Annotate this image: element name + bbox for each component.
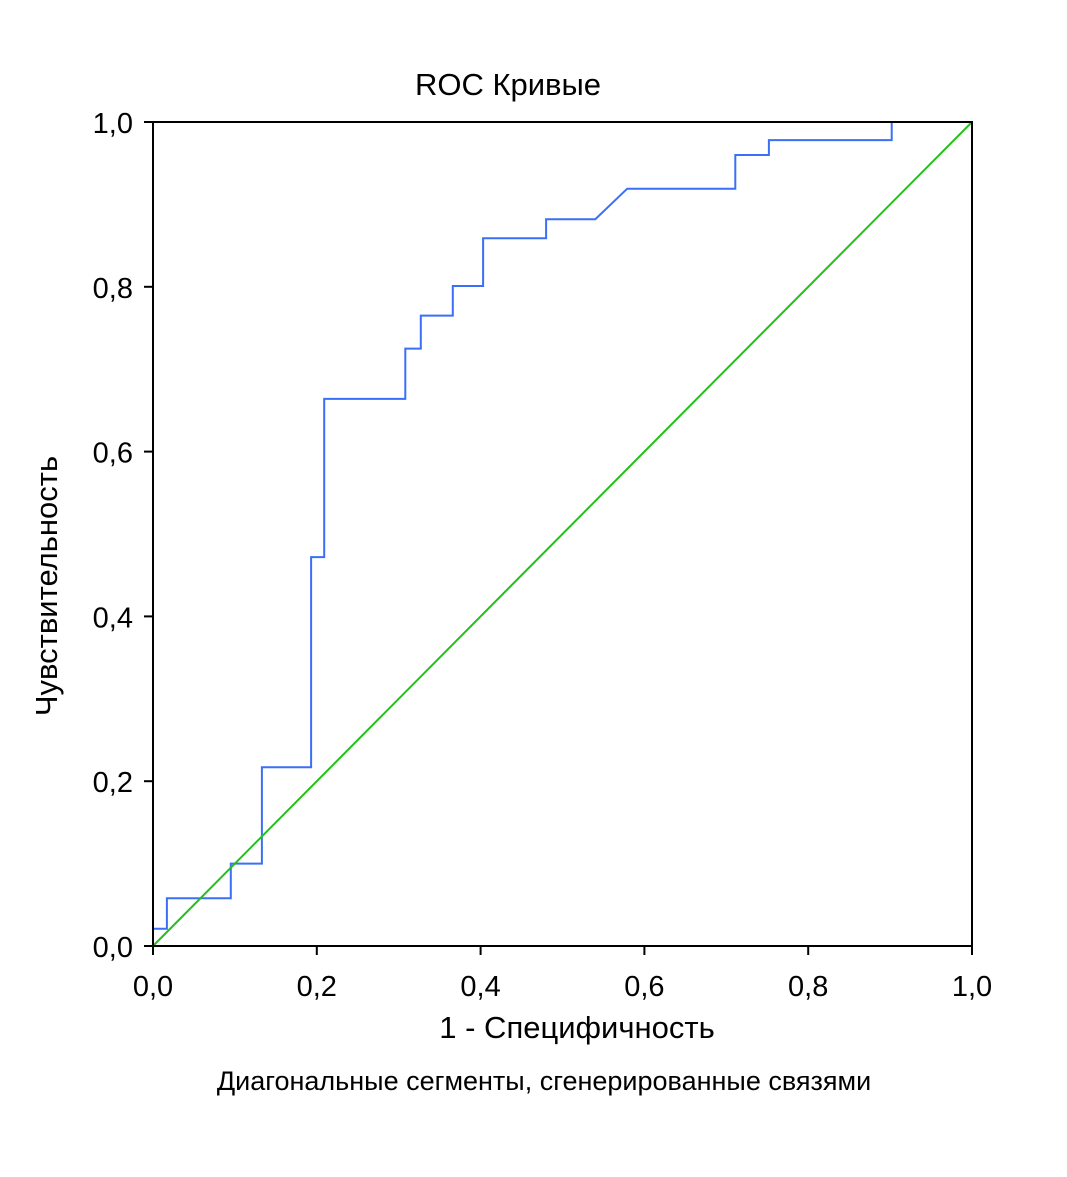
x-axis-label: 1 - Специфичность — [439, 1010, 714, 1045]
x-tick-label: 1,0 — [952, 971, 992, 1003]
chart-title: ROC Кривые — [415, 67, 601, 102]
y-tick-label: 0,8 — [93, 273, 133, 305]
roc-curve-line — [152, 121, 972, 946]
y-tick-label: 0,0 — [93, 932, 133, 964]
y-tick-label: 0,4 — [93, 602, 133, 634]
y-axis-label: Чувствительность — [29, 456, 64, 716]
reference-diagonal-line — [152, 121, 973, 947]
x-tick-label: 0,4 — [460, 971, 500, 1003]
footnote: Диагональные сегменты, сгенерированные с… — [217, 1066, 871, 1096]
plot-frame — [152, 121, 973, 947]
y-tick-label: 1,0 — [93, 108, 133, 140]
y-tick-label: 0,2 — [93, 767, 133, 799]
x-tick-label: 0,8 — [788, 971, 828, 1003]
x-tick-label: 0,0 — [133, 971, 173, 1003]
y-tick-label: 0,6 — [93, 438, 133, 470]
x-tick-label: 0,6 — [624, 971, 664, 1003]
x-tick-label: 0,2 — [297, 971, 337, 1003]
